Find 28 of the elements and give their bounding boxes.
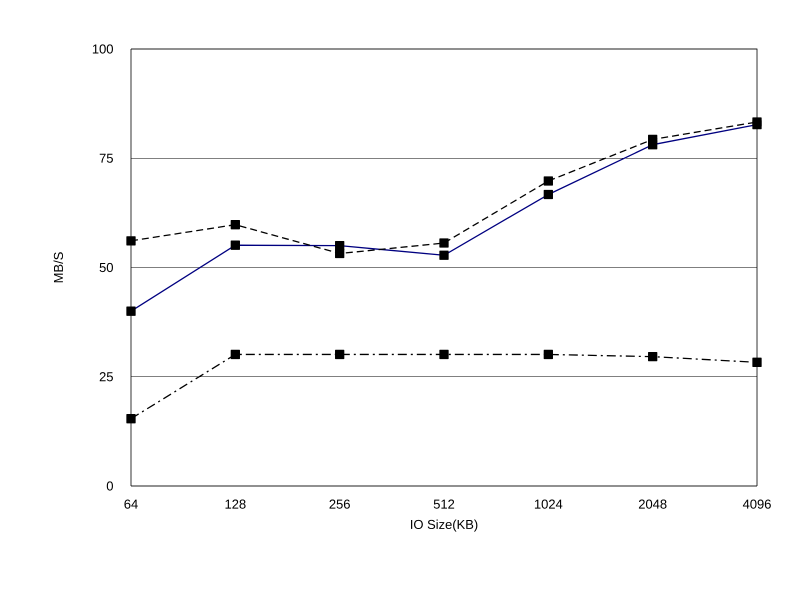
- point: [544, 176, 553, 186]
- y-tick-label: 75: [100, 154, 113, 163]
- x-tick-label: 2048: [638, 500, 667, 509]
- point: [335, 350, 344, 360]
- y-tick-label: 0: [106, 481, 113, 491]
- x-tick-label: 4096: [742, 500, 771, 509]
- x-tick-label: 256: [330, 500, 350, 509]
- y-tick-label: 50: [100, 262, 113, 272]
- point: [230, 350, 240, 360]
- point: [126, 414, 136, 424]
- x-tick-label: 64: [124, 500, 138, 509]
- point: [126, 236, 136, 246]
- point: [335, 248, 344, 258]
- x-tick-label: 128: [226, 500, 246, 509]
- y-tick-label: 25: [100, 372, 113, 382]
- point: [439, 238, 449, 248]
- point: [648, 134, 658, 144]
- x-tick-label: 512: [434, 500, 454, 509]
- point: [544, 350, 553, 360]
- x-axis-title: IO Size(KB): [411, 520, 478, 532]
- point: [439, 350, 449, 360]
- point: [752, 117, 762, 127]
- point: [752, 358, 762, 367]
- y-tick-label: 100: [92, 44, 113, 54]
- x-tick-label: 1024: [534, 500, 562, 509]
- point: [648, 352, 658, 362]
- point: [230, 220, 240, 230]
- y-axis-title: MB/S: [54, 252, 64, 282]
